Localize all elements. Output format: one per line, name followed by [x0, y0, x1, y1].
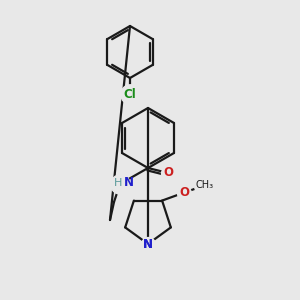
Text: O: O	[163, 167, 173, 179]
Text: O: O	[179, 186, 189, 199]
Text: H: H	[114, 178, 122, 188]
Text: CH₃: CH₃	[195, 180, 213, 190]
Text: N: N	[143, 238, 153, 250]
Text: Cl: Cl	[124, 88, 136, 100]
Text: N: N	[143, 238, 153, 250]
Text: N: N	[124, 176, 134, 190]
